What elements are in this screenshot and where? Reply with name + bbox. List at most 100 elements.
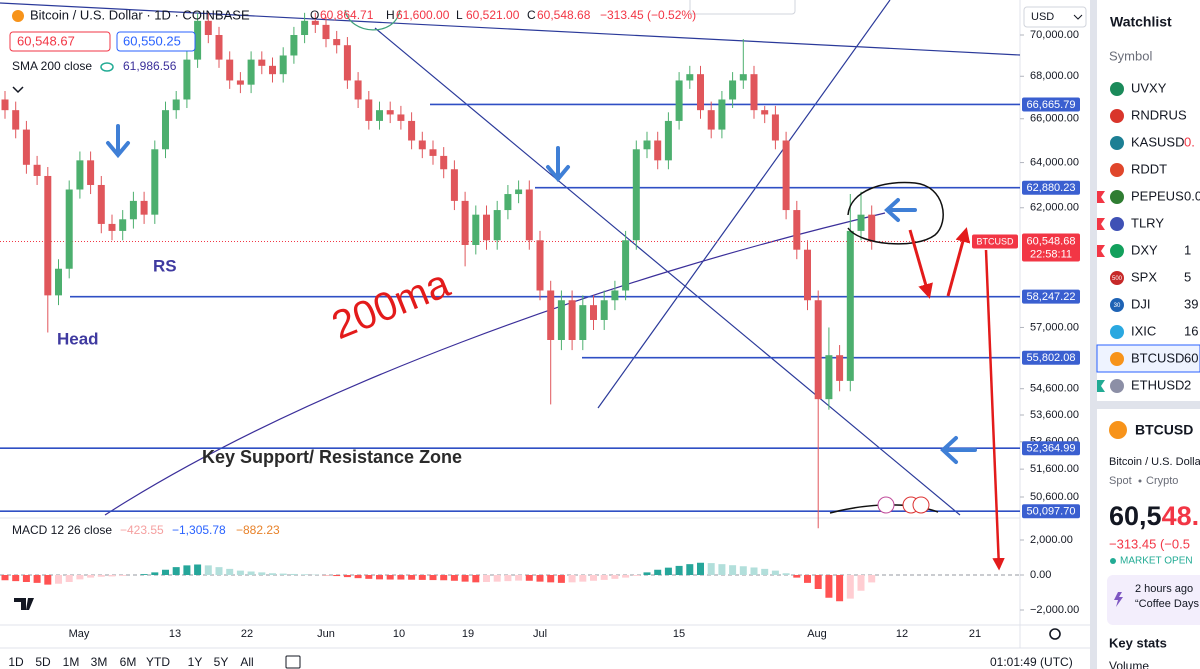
- drawing-toolbar[interactable]: [689, 0, 796, 15]
- macd-bar: [450, 575, 458, 581]
- price-tag-label: 60,548.68: [1027, 235, 1076, 247]
- ask[interactable]: 60,550.25: [123, 33, 181, 48]
- macd-bar: [12, 575, 20, 582]
- time-label: 10: [393, 628, 405, 640]
- macd-bar: [868, 575, 876, 583]
- bid-box[interactable]: [9, 31, 111, 52]
- watchlist-row[interactable]: ETHUSD 2: [1097, 377, 1191, 393]
- currency-label[interactable]: USD: [1031, 11, 1054, 23]
- range-button[interactable]: All: [240, 655, 253, 669]
- range-button[interactable]: 5Y: [214, 655, 229, 669]
- macd-label: MACD 12 26 close: [12, 523, 112, 537]
- watchlist-value: 2: [1184, 377, 1191, 392]
- symbol-icon: [1110, 163, 1124, 177]
- ask-box[interactable]: [116, 31, 196, 52]
- range-button[interactable]: 3M: [91, 655, 108, 669]
- event-icon[interactable]: [877, 496, 895, 514]
- macd-bar: [568, 575, 576, 583]
- range-button[interactable]: 1D: [8, 655, 24, 669]
- watchlist-row[interactable]: UVXY: [1110, 80, 1167, 96]
- news-card[interactable]: [1107, 575, 1200, 625]
- macd-bar: [846, 575, 854, 599]
- news-title[interactable]: “Coffee Days: [1135, 598, 1199, 610]
- event-icon[interactable]: [912, 496, 930, 514]
- range-button[interactable]: 1M: [63, 655, 80, 669]
- watchlist-row[interactable]: DXY 1: [1097, 242, 1191, 258]
- macd-bar: [76, 575, 84, 580]
- candle-body: [825, 355, 833, 400]
- watchlist-row[interactable]: 30 DJI 39: [1110, 296, 1198, 312]
- watchlist-title[interactable]: Watchlist: [1110, 14, 1172, 30]
- macd-bar: [600, 575, 608, 580]
- stats-item: Volume: [1109, 659, 1149, 669]
- candle-body: [643, 140, 651, 150]
- candle-body: [664, 120, 672, 161]
- watchlist-row[interactable]: RDDT: [1110, 161, 1167, 177]
- watchlist-symbol: DXY: [1131, 242, 1158, 257]
- macd-tick-label: −2,000.00: [1030, 604, 1079, 616]
- macd-bar: [44, 575, 52, 585]
- candle-body: [87, 160, 95, 185]
- level-tag: [1022, 97, 1080, 112]
- symbol-icon: [1110, 271, 1124, 285]
- detail-change: −313.45 (−0.5: [1109, 536, 1190, 551]
- settings-icon[interactable]: [1049, 628, 1061, 640]
- news-time[interactable]: 2 hours ago: [1135, 583, 1193, 595]
- macd-bar: [290, 573, 298, 575]
- range-button[interactable]: 5D: [35, 655, 51, 669]
- watchlist-row[interactable]: IXIC 16: [1110, 323, 1198, 339]
- macd-bar: [686, 564, 694, 575]
- macd-bar: [472, 575, 480, 583]
- watchlist-value: 5: [1184, 269, 1191, 284]
- watchlist-symbol: RDDT: [1131, 161, 1167, 176]
- level-label: 52,364.99: [1027, 443, 1076, 455]
- dot: [1138, 479, 1142, 483]
- macd-bar: [493, 575, 501, 582]
- macd-bar: [504, 575, 512, 582]
- eye-icon[interactable]: [100, 62, 114, 72]
- watchlist-row[interactable]: KASUSD 0.: [1110, 134, 1195, 150]
- candle-body: [386, 110, 394, 115]
- watchlist-row[interactable]: TLRY: [1097, 215, 1164, 231]
- status-dot: [1110, 558, 1116, 564]
- time-label: Jul: [533, 628, 547, 640]
- range-button[interactable]: 1Y: [188, 655, 203, 669]
- detail-market: Spot: [1109, 475, 1132, 487]
- macd-bar: [643, 572, 651, 575]
- macd-bar: [343, 575, 351, 578]
- price-tick-label: 54,600.00: [1030, 383, 1079, 395]
- bid[interactable]: 60,548.67: [17, 33, 75, 48]
- calendar-icon[interactable]: [285, 655, 301, 669]
- symbol-icon: [12, 10, 24, 22]
- ohlc-key: L: [456, 8, 463, 22]
- collapse-icon[interactable]: [12, 86, 24, 94]
- symbol-title: Bitcoin / U.S. Dollar · 1D · COINBASE: [30, 7, 250, 22]
- candle-body: [782, 140, 790, 211]
- candle-body: [611, 290, 619, 301]
- symbol-icon: [1110, 217, 1124, 231]
- flag: [1097, 191, 1105, 203]
- candle-body: [279, 55, 287, 75]
- ohlc-key: H: [386, 8, 395, 22]
- macd-bar: [804, 575, 811, 583]
- countdown: 22:58:11: [1030, 248, 1072, 260]
- watchlist-value: 16: [1184, 323, 1198, 338]
- candle-body: [622, 240, 630, 291]
- currency-dropdown[interactable]: [1023, 6, 1087, 28]
- candle-body: [269, 65, 276, 75]
- time-label: May: [69, 628, 90, 640]
- watchlist-row[interactable]: PEPEUS 0.0: [1097, 188, 1200, 204]
- candle-body: [215, 35, 223, 60]
- macd-bar: [365, 575, 373, 579]
- candle-body: [675, 80, 683, 121]
- macd-bar: [215, 567, 223, 575]
- candle-body: [290, 35, 298, 56]
- macd-bar: [269, 573, 276, 575]
- watchlist-row[interactable]: BTCUSD 60: [1110, 350, 1198, 366]
- watchlist-row[interactable]: RNDRUS: [1110, 107, 1187, 123]
- symbol-icon: [1110, 325, 1124, 339]
- range-button[interactable]: 6M: [120, 655, 137, 669]
- watchlist-row[interactable]: 500 SPX 5: [1110, 269, 1191, 285]
- macd-bar: [279, 573, 287, 575]
- range-button[interactable]: YTD: [146, 655, 170, 669]
